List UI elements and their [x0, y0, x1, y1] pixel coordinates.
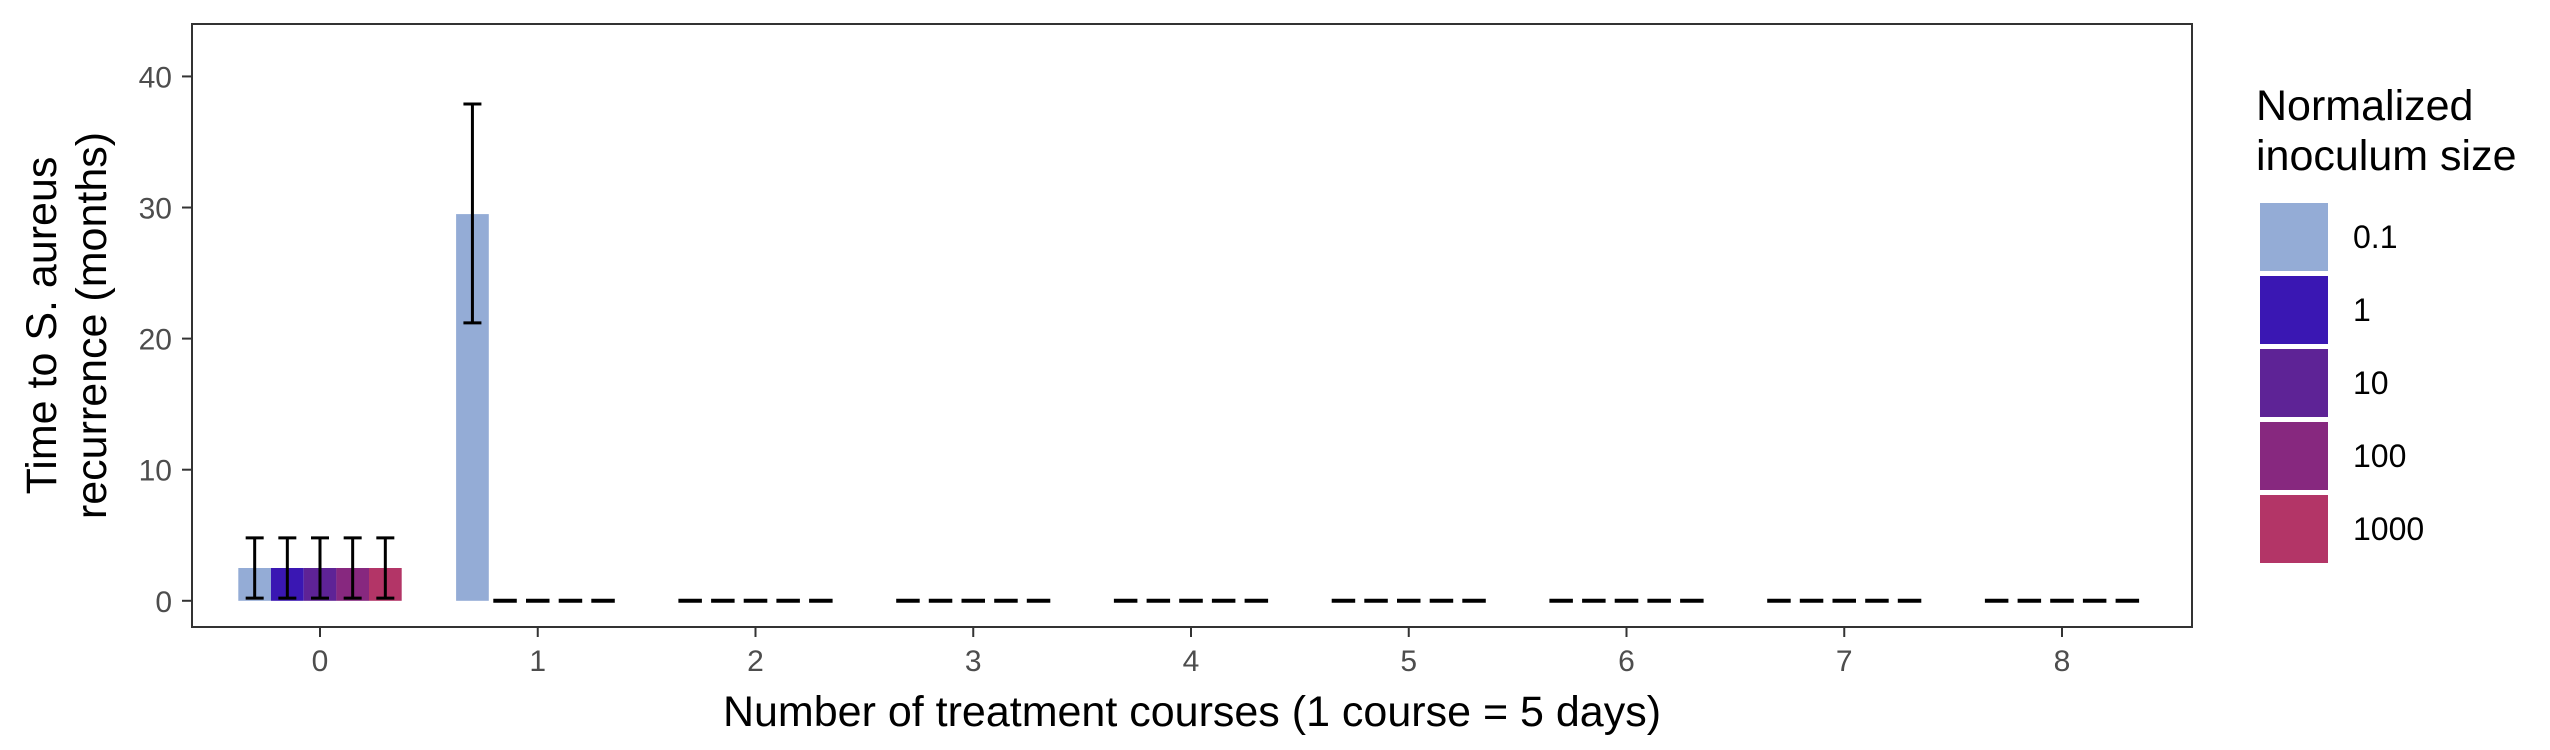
legend-item: 10 — [2260, 349, 2389, 417]
legend-label: 10 — [2353, 365, 2389, 401]
error-bar — [278, 536, 297, 600]
legend-swatch — [2260, 276, 2328, 344]
plot-panel-border — [191, 23, 2193, 628]
legend-label: 1000 — [2353, 511, 2424, 547]
error-bar — [245, 536, 264, 600]
legend: Normalized inoculum size 0.1 1 10 100 1000 — [2256, 82, 2517, 563]
error-bar — [463, 102, 482, 325]
y-tick-label: 0 — [155, 586, 172, 619]
legend-items: 0.1 1 10 100 1000 — [2260, 203, 2424, 563]
y-tick-label: 40 — [139, 61, 172, 94]
error-bar — [343, 536, 362, 600]
legend-item: 0.1 — [2260, 203, 2397, 271]
y-tick-label: 10 — [139, 455, 172, 488]
error-bar-layer — [245, 102, 482, 600]
error-bar — [311, 536, 329, 600]
y-tick-label: 20 — [139, 324, 172, 357]
legend-label: 1 — [2353, 292, 2371, 328]
bar-layer — [238, 214, 2140, 603]
y-axis-title-line-1: Time to S. aureus — [18, 157, 66, 495]
legend-swatch — [2260, 349, 2328, 417]
x-tick-label: 2 — [747, 645, 764, 678]
y-axis: 0 10 20 30 40 — [139, 61, 192, 619]
x-tick-label: 4 — [1183, 645, 1200, 678]
legend-title-line-1: Normalized — [2256, 82, 2473, 130]
y-tick-label: 30 — [139, 193, 172, 226]
legend-item: 100 — [2260, 422, 2406, 490]
y-axis-title-line-2: recurrence (months) — [68, 132, 116, 519]
legend-title-line-2: inoculum size — [2256, 132, 2517, 180]
legend-label: 0.1 — [2353, 219, 2397, 255]
legend-swatch — [2260, 203, 2328, 271]
x-tick-label: 0 — [312, 645, 329, 678]
x-axis-title: Number of treatment courses (1 course = … — [723, 688, 1661, 736]
legend-label: 100 — [2353, 438, 2406, 474]
x-tick-label: 1 — [529, 645, 546, 678]
x-axis: 0 1 2 3 4 5 6 7 8 — [312, 627, 2071, 678]
error-bar — [376, 536, 395, 600]
legend-item: 1 — [2260, 276, 2371, 344]
x-tick-label: 6 — [1618, 645, 1635, 678]
x-tick-label: 3 — [965, 645, 982, 678]
legend-swatch — [2260, 495, 2328, 563]
legend-item: 1000 — [2260, 495, 2424, 563]
x-tick-label: 5 — [1400, 645, 1417, 678]
legend-swatch — [2260, 422, 2328, 490]
x-tick-label: 8 — [2054, 645, 2071, 678]
y-axis-title: Time to S. aureus recurrence (months) — [18, 132, 116, 519]
x-tick-label: 7 — [1836, 645, 1853, 678]
